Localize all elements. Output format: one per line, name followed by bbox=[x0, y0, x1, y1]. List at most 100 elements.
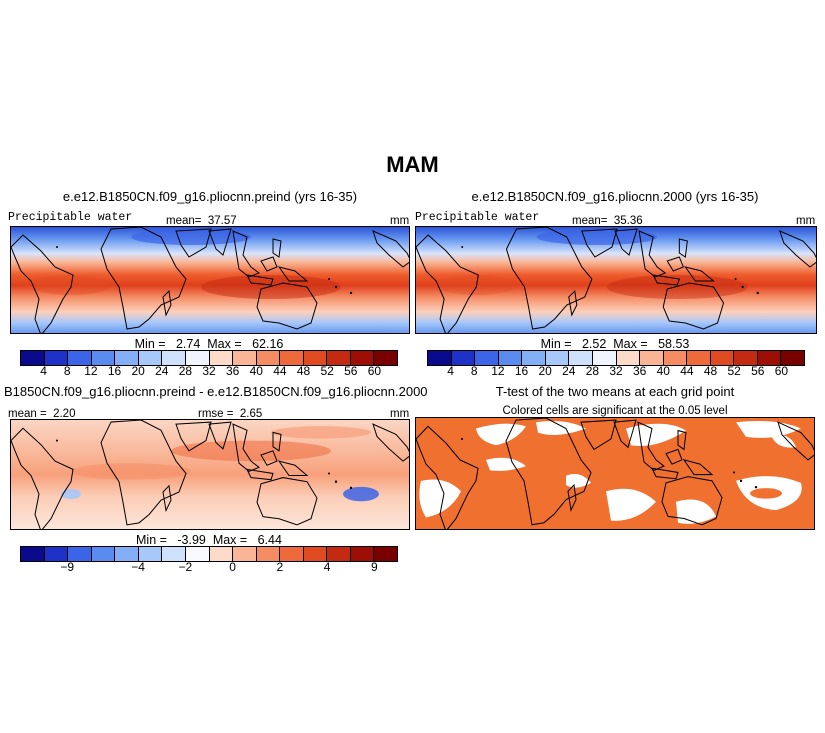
colorbar-tick-label: 8 bbox=[470, 364, 478, 378]
colorbar-tick-label: 40 bbox=[656, 364, 670, 378]
colorbar-swatch bbox=[138, 351, 163, 365]
colorbar-swatch bbox=[21, 351, 45, 365]
colorbar-tick-label: 16 bbox=[514, 364, 529, 378]
colorbar-swatch bbox=[327, 351, 351, 365]
colorbar-tick-label: 52 bbox=[727, 364, 741, 378]
colorbar-tick-label: 24 bbox=[562, 364, 576, 378]
colorbar-tick-label: 4 bbox=[447, 364, 454, 378]
colorbar-swatch bbox=[162, 351, 186, 365]
colorbar-swatch bbox=[687, 351, 711, 365]
colorbar-swatch bbox=[44, 351, 69, 365]
colorbar-swatch bbox=[303, 547, 328, 561]
map-ttest bbox=[415, 417, 815, 530]
colorbar-swatch bbox=[209, 547, 234, 561]
colorbar-tick-label: 32 bbox=[202, 364, 216, 378]
colorbar-tick-label: 28 bbox=[585, 364, 600, 378]
colorbar-tick-label: 44 bbox=[273, 364, 287, 378]
colorbar-absolute-right-ticks: 4 8 12 16 20 24 28 32 36 40 44 48 52 56 60 bbox=[427, 364, 805, 378]
panel-preind-mean: mean= 37.57 bbox=[166, 215, 237, 227]
map-difference bbox=[10, 419, 410, 530]
colorbar-absolute-left bbox=[20, 350, 398, 366]
colorbar-tick-label: 36 bbox=[632, 364, 647, 378]
colorbar-swatch bbox=[522, 351, 546, 365]
colorbar-swatch bbox=[185, 351, 210, 365]
colorbar-tick-label: 60 bbox=[367, 364, 382, 378]
colorbar-tick-label: 48 bbox=[296, 364, 311, 378]
colorbar-tick-label: −2 bbox=[178, 560, 193, 574]
map-preind-field bbox=[11, 227, 409, 333]
colorbar-swatch bbox=[303, 351, 328, 365]
map-2000-field bbox=[416, 227, 816, 333]
colorbar-swatch bbox=[569, 351, 593, 365]
colorbar-swatch bbox=[640, 351, 664, 365]
colorbar-swatch bbox=[734, 351, 758, 365]
colorbar-swatch bbox=[663, 351, 688, 365]
colorbar-swatch bbox=[710, 351, 735, 365]
panel-diff-minmax: Min = -3.99 Max = 6.44 bbox=[136, 533, 282, 547]
colorbar-tick-label: 52 bbox=[320, 364, 334, 378]
map-difference-field bbox=[11, 420, 409, 529]
colorbar-difference-ticks: −9 −4 −2 0 2 4 9 bbox=[20, 560, 398, 574]
colorbar-swatch bbox=[209, 351, 234, 365]
colorbar-swatch bbox=[115, 351, 139, 365]
panel-ttest-subtitle: Colored cells are significant at the 0.0… bbox=[502, 405, 728, 417]
colorbar-swatch bbox=[21, 547, 45, 561]
colorbar-tick-label: 20 bbox=[538, 364, 552, 378]
map-ttest-field bbox=[416, 418, 814, 529]
colorbar-tick-label: −9 bbox=[60, 560, 75, 574]
colorbar-swatch bbox=[451, 351, 476, 365]
colorbar-swatch bbox=[233, 351, 257, 365]
colorbar-swatch bbox=[138, 547, 163, 561]
colorbar-difference bbox=[20, 546, 398, 562]
colorbar-swatch bbox=[256, 547, 281, 561]
colorbar-swatch bbox=[327, 547, 351, 561]
colorbar-swatch bbox=[374, 351, 397, 365]
colorbar-swatch bbox=[350, 547, 375, 561]
panel-diff-mean: mean = 2.20 bbox=[8, 408, 76, 420]
colorbar-swatch bbox=[592, 351, 617, 365]
panel-2000-variable: Precipitable water bbox=[415, 211, 540, 224]
colorbar-tick-label: 16 bbox=[107, 364, 122, 378]
colorbar-swatch bbox=[545, 351, 570, 365]
colorbar-tick-label: 2 bbox=[276, 560, 284, 574]
panel-2000-units: mm bbox=[796, 215, 816, 227]
colorbar-tick-label: 48 bbox=[703, 364, 718, 378]
colorbar-tick-label: 12 bbox=[84, 364, 98, 378]
panel-diff-title: B1850CN.f09_g16.pliocnn.preind - e.e12.B… bbox=[4, 384, 428, 399]
colorbar-tick-label: 0 bbox=[229, 560, 236, 574]
colorbar-tick-label: 36 bbox=[225, 364, 240, 378]
colorbar-swatch bbox=[68, 351, 92, 365]
colorbar-tick-label: 4 bbox=[40, 364, 47, 378]
colorbar-swatch bbox=[115, 547, 139, 561]
colorbar-tick-label: −4 bbox=[131, 560, 145, 574]
panel-preind-variable: Precipitable water bbox=[8, 211, 133, 224]
colorbar-swatch bbox=[498, 351, 523, 365]
panel-preind-minmax: Min = 2.74 Max = 62.16 bbox=[134, 337, 284, 351]
map-preind bbox=[10, 226, 410, 334]
colorbar-tick-label: 9 bbox=[371, 560, 378, 574]
panel-2000-title: e.e12.B1850CN.f09_g16.pliocnn.2000 (yrs … bbox=[471, 189, 759, 204]
colorbar-swatch bbox=[280, 547, 304, 561]
colorbar-swatch bbox=[781, 351, 804, 365]
panel-2000-mean: mean= 35.36 bbox=[572, 215, 643, 227]
colorbar-tick-label: 60 bbox=[774, 364, 789, 378]
colorbar-tick-label: 44 bbox=[680, 364, 694, 378]
colorbar-tick-label: 40 bbox=[249, 364, 263, 378]
colorbar-swatch bbox=[44, 547, 69, 561]
colorbar-swatch bbox=[428, 351, 452, 365]
colorbar-tick-label: 32 bbox=[609, 364, 623, 378]
colorbar-swatch bbox=[757, 351, 782, 365]
colorbar-swatch bbox=[233, 547, 257, 561]
colorbar-tick-label: 56 bbox=[344, 364, 358, 378]
colorbar-tick-label: 56 bbox=[751, 364, 765, 378]
colorbar-tick-label: 12 bbox=[491, 364, 505, 378]
colorbar-absolute-left-ticks: 4 8 12 16 20 24 28 32 36 40 44 48 52 56 60 bbox=[20, 364, 398, 378]
colorbar-swatch bbox=[91, 547, 116, 561]
colorbar-swatch bbox=[280, 351, 304, 365]
figure-title: MAM bbox=[386, 152, 439, 177]
colorbar-tick-label: 4 bbox=[323, 560, 331, 574]
colorbar-tick-label: 8 bbox=[63, 364, 71, 378]
panel-2000-minmax: Min = 2.52 Max = 58.53 bbox=[540, 337, 690, 351]
panel-diff-rmse: rmse = 2.65 bbox=[198, 408, 263, 420]
colorbar-tick-label: 20 bbox=[131, 364, 145, 378]
